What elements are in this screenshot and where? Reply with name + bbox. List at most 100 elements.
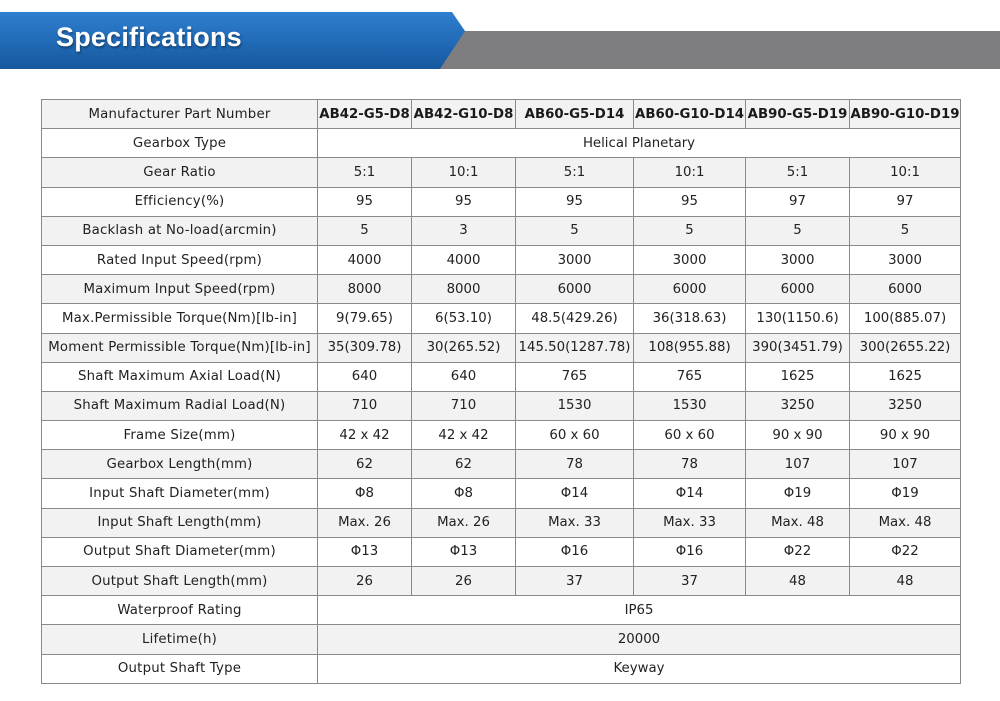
value-cell: Φ14 <box>515 478 634 509</box>
value-cell: 107 <box>849 449 961 480</box>
value-cell: 78 <box>633 449 746 480</box>
spanning-value-cell: IP65 <box>317 595 961 626</box>
value-cell: 390(3451.79) <box>745 332 850 363</box>
value-cell: Max. 48 <box>745 507 850 538</box>
value-cell: 4000 <box>411 244 516 276</box>
header-banner-shape <box>0 12 1000 69</box>
value-cell: 35(309.78) <box>317 332 412 363</box>
table-row: Frame Size(mm) 42 x 42 42 x 42 60 x 60 60 x … <box>41 420 961 451</box>
value-cell: 765 <box>633 361 746 392</box>
table-row: Output Shaft Diameter(mm) Φ13 Φ13 Φ16 Φ16 Φ22… <box>41 536 961 568</box>
table-row: Shaft Maximum Axial Load(N) 640 640 765 765 1… <box>41 361 961 392</box>
value-cell: 130(1150.6) <box>745 303 850 334</box>
value-cell: Φ13 <box>411 536 516 568</box>
value-cell: 95 <box>411 186 516 217</box>
value-cell: 3250 <box>745 390 850 422</box>
row-label: Waterproof Rating <box>41 595 318 626</box>
value-cell: Φ19 <box>849 478 961 509</box>
value-cell: 300(2655.22) <box>849 332 961 363</box>
page-title: Specifications <box>56 22 242 52</box>
row-label: Output Shaft Diameter(mm) <box>41 536 318 568</box>
value-cell: 37 <box>515 565 634 597</box>
value-cell: 640 <box>317 361 412 392</box>
value-cell: 62 <box>411 449 516 480</box>
value-cell: Φ13 <box>317 536 412 568</box>
value-cell: Max. 26 <box>317 507 412 538</box>
value-cell: 107 <box>745 449 850 480</box>
specifications-table: Manufacturer Part Number AB42-G5-D8 AB42… <box>41 98 961 684</box>
value-cell: Max. 48 <box>849 507 961 538</box>
value-cell: 5:1 <box>745 157 850 188</box>
table-row: Input Shaft Diameter(mm) Φ8 Φ8 Φ14 Φ14 Φ19 Φ19 <box>41 478 961 509</box>
value-cell: 6000 <box>849 274 961 305</box>
model-cell: AB42-G10-D8 <box>411 98 516 130</box>
row-label: Gearbox Length(mm) <box>41 449 318 480</box>
table-row: Backlash at No-load(arcmin) 5 3 5 5 5 5 <box>41 215 961 246</box>
table-row: Maximum Input Speed(rpm) 8000 8000 6000 6000… <box>41 274 961 305</box>
value-cell: 97 <box>745 186 850 217</box>
value-cell: 640 <box>411 361 516 392</box>
row-label: Input Shaft Diameter(mm) <box>41 478 318 509</box>
row-label: Shaft Maximum Radial Load(N) <box>41 390 318 422</box>
value-cell: 8000 <box>317 274 412 305</box>
value-cell: Φ8 <box>411 478 516 509</box>
value-cell: 36(318.63) <box>633 303 746 334</box>
value-cell: 3 <box>411 215 516 246</box>
row-label: Gear Ratio <box>41 157 318 188</box>
table-row: Waterproof Rating IP65 <box>41 595 961 626</box>
value-cell: Max. 33 <box>515 507 634 538</box>
value-cell: 26 <box>411 565 516 597</box>
table-row: Output Shaft Length(mm) 26 26 37 37 48 48 <box>41 565 961 597</box>
table-row: Gearbox Length(mm) 62 62 78 78 107 107 <box>41 449 961 480</box>
value-cell: Max. 33 <box>633 507 746 538</box>
value-cell: 95 <box>633 186 746 217</box>
value-cell: 42 x 42 <box>317 420 412 451</box>
row-label: Output Shaft Length(mm) <box>41 565 318 597</box>
specifications-table-body: Manufacturer Part Number AB42-G5-D8 AB42… <box>41 98 961 684</box>
value-cell: 1625 <box>849 361 961 392</box>
value-cell: 3000 <box>633 244 746 276</box>
value-cell: 4000 <box>317 244 412 276</box>
value-cell: 48.5(429.26) <box>515 303 634 334</box>
row-label: Rated Input Speed(rpm) <box>41 244 318 276</box>
value-cell: 48 <box>745 565 850 597</box>
table-row: Efficiency(%) 95 95 95 95 97 97 <box>41 186 961 217</box>
row-label: Backlash at No-load(arcmin) <box>41 215 318 246</box>
value-cell: 145.50(1287.78) <box>515 332 634 363</box>
value-cell: 78 <box>515 449 634 480</box>
value-cell: 90 x 90 <box>745 420 850 451</box>
table-row: Gearbox Type Helical Planetary <box>41 128 961 159</box>
row-label: Gearbox Type <box>41 128 318 159</box>
value-cell: 710 <box>317 390 412 422</box>
value-cell: 3000 <box>745 244 850 276</box>
table-row: Lifetime(h) 20000 <box>41 624 961 655</box>
value-cell: 26 <box>317 565 412 597</box>
table-row: Max.Permissible Torque(Nm)[lb-in] 9(79.65… <box>41 303 961 334</box>
value-cell: 60 x 60 <box>633 420 746 451</box>
value-cell: Φ16 <box>633 536 746 568</box>
table-row: Moment Permissible Torque(Nm)[lb-in] 35(3… <box>41 332 961 363</box>
value-cell: Φ22 <box>849 536 961 568</box>
value-cell: 765 <box>515 361 634 392</box>
value-cell: 3000 <box>849 244 961 276</box>
value-cell: 5:1 <box>515 157 634 188</box>
banner-blue-band <box>0 12 465 69</box>
value-cell: 30(265.52) <box>411 332 516 363</box>
value-cell: 6000 <box>515 274 634 305</box>
value-cell: 97 <box>849 186 961 217</box>
row-label: Max.Permissible Torque(Nm)[lb-in] <box>41 303 318 334</box>
value-cell: Φ22 <box>745 536 850 568</box>
row-label: Output Shaft Type <box>41 653 318 684</box>
row-label: Frame Size(mm) <box>41 420 318 451</box>
table-header-row: Manufacturer Part Number AB42-G5-D8 AB42… <box>41 98 961 130</box>
spanning-value-cell: 20000 <box>317 624 961 655</box>
value-cell: 5 <box>317 215 412 246</box>
value-cell: 5 <box>633 215 746 246</box>
value-cell: 48 <box>849 565 961 597</box>
value-cell: 6(53.10) <box>411 303 516 334</box>
value-cell: 5 <box>745 215 850 246</box>
value-cell: 3250 <box>849 390 961 422</box>
value-cell: 1530 <box>633 390 746 422</box>
value-cell: 3000 <box>515 244 634 276</box>
row-label: Efficiency(%) <box>41 186 318 217</box>
